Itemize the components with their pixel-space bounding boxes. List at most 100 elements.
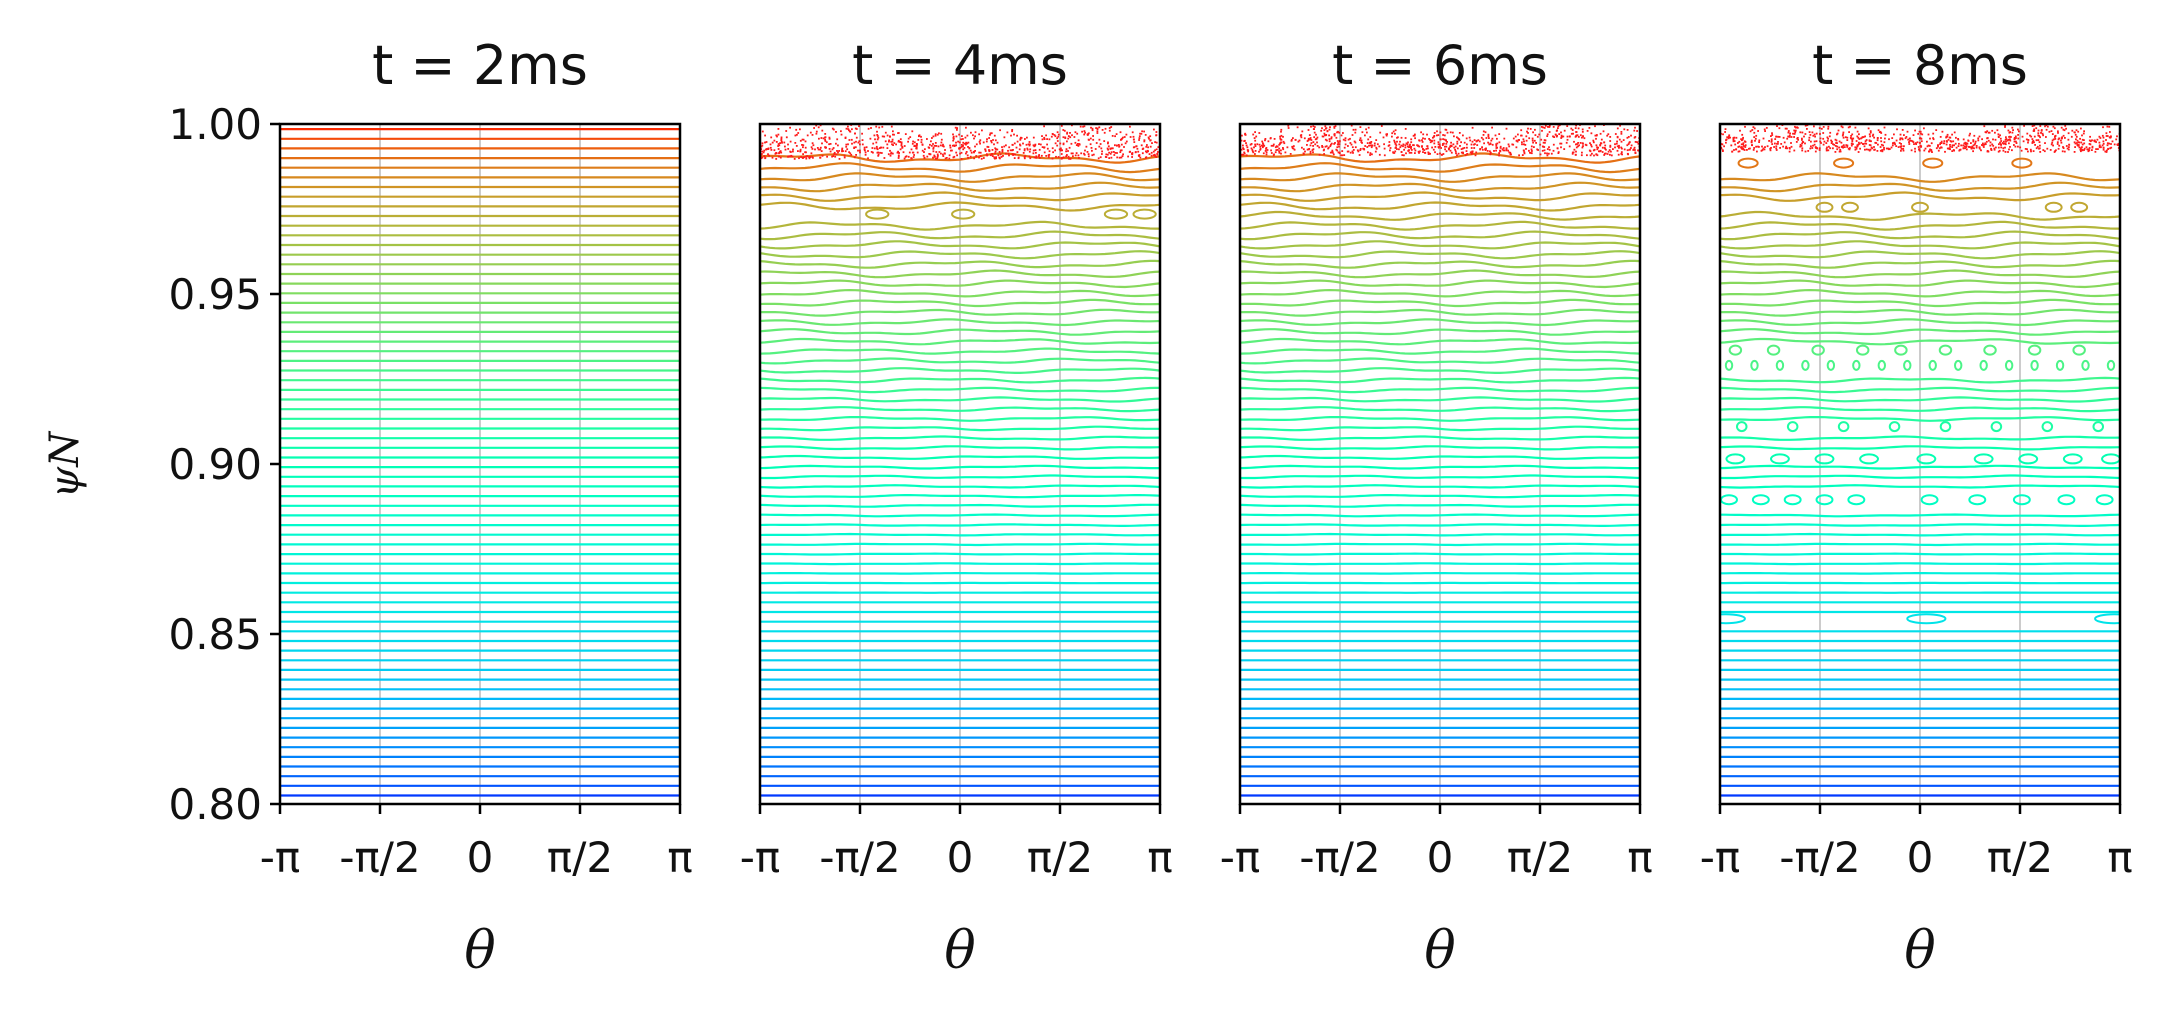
magnetic-island: [1847, 494, 1866, 506]
chaotic-point: [2073, 131, 2076, 134]
chaotic-point: [1617, 153, 1620, 156]
chaotic-point: [2040, 132, 2042, 134]
chaotic-point: [2060, 139, 2062, 142]
chaotic-point: [761, 130, 764, 133]
chaotic-point: [1838, 140, 1841, 143]
chaotic-point: [1107, 148, 1109, 151]
chaotic-point: [1309, 152, 1312, 155]
chaotic-point: [1466, 153, 1469, 155]
chaotic-point: [1431, 146, 1433, 149]
chaotic-point: [2061, 137, 2063, 140]
chaotic-point: [1609, 144, 1612, 147]
chaotic-point: [1801, 149, 1804, 152]
chaotic-point: [889, 149, 891, 152]
chaotic-point: [960, 151, 963, 154]
flux-surface: [1240, 259, 1640, 269]
chaotic-point: [2091, 139, 2093, 142]
chaotic-point: [1509, 153, 1512, 156]
panel-3: t = 6ms-π -π/2 0 π/2 πθ: [1220, 34, 1653, 981]
chaotic-point: [1016, 151, 1019, 153]
flux-surface: [1720, 337, 2120, 346]
chaotic-point: [944, 149, 946, 151]
chaotic-point: [2110, 136, 2112, 138]
chaotic-point: [1975, 146, 1978, 149]
chaotic-point: [1499, 147, 1502, 149]
chaotic-point: [1025, 143, 1028, 146]
chaotic-point: [1986, 137, 1988, 140]
chaotic-point: [1241, 134, 1243, 137]
chaotic-point: [1992, 144, 1995, 147]
chaotic-point: [1525, 135, 1528, 138]
chaotic-point: [1337, 130, 1339, 133]
chaotic-point: [1045, 134, 1047, 137]
chaotic-point: [935, 151, 938, 153]
chaotic-point: [1063, 129, 1066, 132]
chaotic-point: [1280, 149, 1282, 152]
chaotic-point: [1368, 144, 1370, 147]
chaotic-point: [2079, 148, 2082, 151]
chaotic-point: [1829, 147, 1832, 150]
chaotic-point: [1026, 148, 1029, 151]
chaotic-point: [1495, 149, 1497, 152]
chaotic-point: [822, 137, 825, 140]
chaotic-point: [1082, 125, 1084, 128]
chaotic-point: [1065, 150, 1067, 153]
chaotic-point: [1325, 145, 1328, 148]
chaotic-point: [1094, 148, 1097, 150]
chaotic-point: [1455, 152, 1457, 155]
chaotic-point: [1269, 137, 1272, 140]
chaotic-point: [1546, 135, 1549, 137]
chaotic-point: [2108, 136, 2111, 139]
chaotic-point: [1080, 152, 1083, 155]
chaotic-point: [1962, 147, 1965, 149]
magnetic-island: [2081, 359, 2090, 371]
chaotic-point: [1836, 148, 1839, 151]
chaotic-point: [1079, 125, 1082, 128]
chaotic-point: [1401, 154, 1404, 156]
chaotic-point: [1826, 140, 1829, 142]
chaotic-point: [1402, 145, 1404, 148]
chaotic-point: [897, 155, 900, 158]
chaotic-point: [2081, 149, 2084, 152]
chaotic-point: [799, 148, 802, 151]
chaotic-point: [1481, 148, 1484, 151]
chaotic-point: [1291, 145, 1294, 148]
chaotic-point: [802, 144, 805, 147]
chaotic-point: [1290, 138, 1293, 141]
chaotic-point: [831, 155, 833, 158]
chaotic-point: [771, 141, 774, 144]
chaotic-point: [1312, 125, 1315, 128]
chaotic-point: [1046, 138, 1048, 140]
chaotic-point: [787, 155, 789, 158]
chaotic-point: [1456, 136, 1458, 139]
chaotic-point: [1032, 152, 1035, 155]
chaotic-point: [2102, 136, 2105, 139]
chaotic-point: [1073, 136, 1076, 138]
chaotic-point: [1775, 147, 1778, 150]
chaotic-point: [1834, 151, 1837, 153]
chaotic-point: [1278, 147, 1281, 150]
chaotic-point: [1945, 136, 1947, 139]
chaotic-point: [1607, 133, 1610, 136]
chaotic-point: [1815, 132, 1818, 135]
chaotic-point: [1836, 145, 1839, 148]
chaotic-point: [1529, 152, 1532, 154]
chaotic-point: [2030, 150, 2032, 153]
chaotic-point: [878, 126, 881, 129]
chaotic-point: [1876, 137, 1879, 140]
chaotic-point: [1723, 145, 1725, 148]
chaotic-point: [1408, 149, 1410, 151]
chaotic-point: [1478, 140, 1481, 143]
chaotic-point: [1827, 137, 1829, 140]
magnetic-island: [2030, 359, 2039, 371]
chaotic-point: [1254, 153, 1256, 155]
chaotic-point: [1974, 142, 1977, 145]
chaotic-point: [1754, 139, 1756, 142]
chaotic-point: [1727, 137, 1730, 140]
chaotic-point: [1943, 142, 1946, 145]
chaotic-point: [873, 134, 876, 137]
flux-surface: [1240, 445, 1640, 451]
chaotic-point: [1589, 150, 1592, 153]
chaotic-point: [1052, 151, 1054, 154]
chaotic-point: [1307, 129, 1310, 131]
